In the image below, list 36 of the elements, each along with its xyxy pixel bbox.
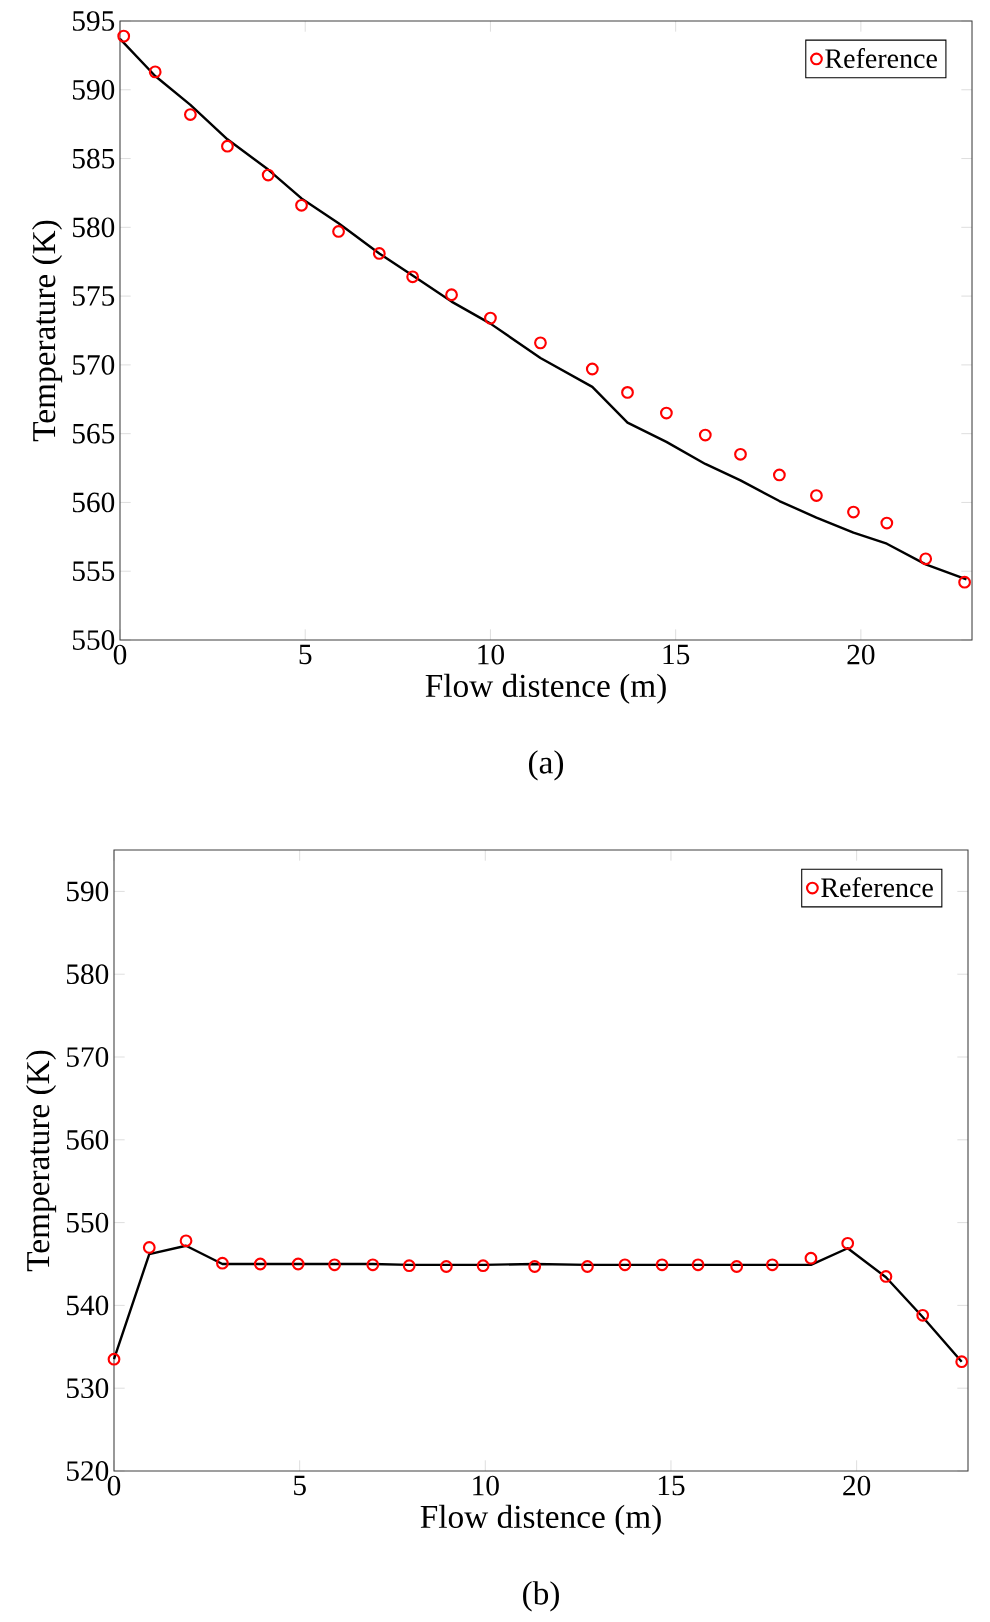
x-tick-label: 15 <box>663 644 690 665</box>
x-tick-label: 10 <box>473 1475 499 1496</box>
y-tick-label: 590 <box>73 79 115 100</box>
text: (b) <box>523 1581 559 1612</box>
y-tick-label: 550 <box>67 1212 109 1233</box>
y-tick-label: 550 <box>73 630 115 650</box>
y-tick-label: 580 <box>73 217 115 238</box>
y-tick-label: 530 <box>67 1378 109 1399</box>
legend-label: Reference <box>825 48 937 69</box>
y-tick-label: 570 <box>67 1047 109 1067</box>
legend-label: Reference <box>821 877 933 898</box>
y-tick-label: 560 <box>73 492 115 513</box>
y-tick-label: 590 <box>67 881 109 902</box>
x-tick-label: 0 <box>113 644 127 665</box>
x-axis-title: Flow distence (m) <box>420 1504 661 1535</box>
y-tick-label: 555 <box>73 561 115 581</box>
y-tick-label: 570 <box>73 354 115 375</box>
x-tick-label: 20 <box>843 1475 871 1496</box>
x-tick-label: 10 <box>478 644 504 665</box>
x-tick-label: 20 <box>847 644 875 665</box>
y-axis-title: Temperature (K) <box>25 1050 57 1272</box>
y-axis-title: Temperature (K) <box>31 220 63 442</box>
y-tick-label: 540 <box>67 1295 109 1316</box>
x-tick-label: 5 <box>299 644 312 665</box>
y-tick-label: 575 <box>73 286 115 306</box>
x-tick-label: 5 <box>294 1475 306 1496</box>
y-tick-label: 595 <box>73 11 115 31</box>
y-tick-label: 585 <box>73 148 115 169</box>
x-axis-title: Flow distence (m) <box>425 673 666 704</box>
x-tick-label: 15 <box>658 1475 685 1496</box>
text: (a) <box>528 750 564 781</box>
x-tick-label: 0 <box>107 1475 121 1496</box>
y-tick-label: 560 <box>67 1129 109 1150</box>
y-tick-label: 520 <box>67 1461 109 1481</box>
y-tick-label: 580 <box>67 964 109 985</box>
y-tick-label: 565 <box>73 423 115 444</box>
